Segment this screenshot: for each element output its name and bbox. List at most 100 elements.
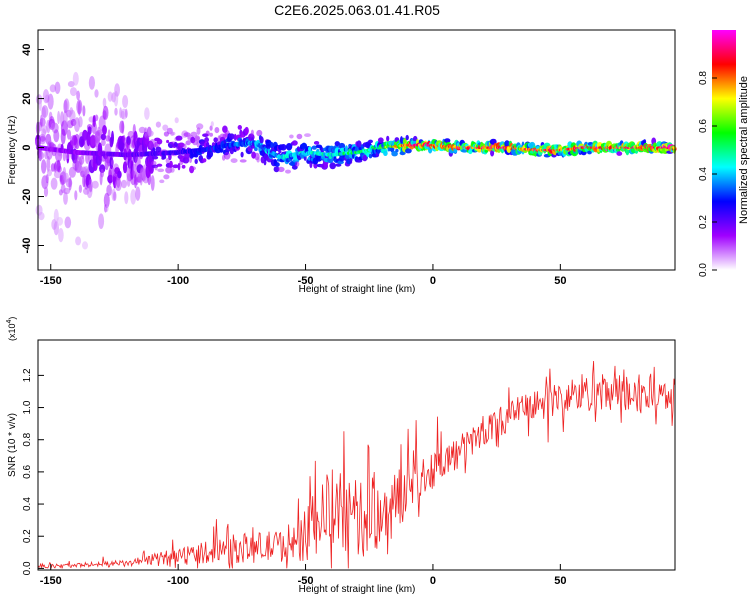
heatmap-cell [304, 133, 311, 138]
heatmap-cell [386, 135, 390, 142]
heatmap-cell [587, 150, 592, 155]
heatmap-cell [151, 155, 159, 160]
heatmap-cell [78, 116, 83, 128]
heatmap-ticks: -150 -100 -50 0 50 -40 -20 0 20 40 [21, 43, 566, 287]
heatmap-cell [102, 105, 109, 120]
heatmap-cell [88, 178, 93, 193]
heatmap-cell [38, 99, 42, 111]
heatmap-y-axis-label: Frequency (Hz) [7, 116, 18, 185]
heatmap-cell [53, 170, 62, 179]
heatmap-cell [254, 147, 258, 152]
heatmap-cell [114, 107, 118, 116]
heatmap-cell [166, 139, 170, 144]
heatmap-cell [41, 105, 49, 118]
heatmap-cell [270, 142, 274, 149]
heatmap-cell [171, 131, 176, 136]
snr-x-tick-label: 0 [430, 575, 436, 587]
heatmap-cell [151, 160, 157, 166]
snr-y-tick-label: 0.4 [22, 497, 33, 511]
heatmap-cell [63, 187, 71, 195]
heatmap-cell [202, 158, 207, 163]
heatmap-cell [205, 130, 210, 136]
heatmap-cell [107, 129, 111, 142]
heatmap-cell [190, 131, 198, 138]
snr-y-axis-label: SNR (10 * v/v) [7, 413, 18, 477]
heatmap-cell [66, 129, 72, 140]
heatmap-cell [73, 133, 81, 150]
heatmap-cell [87, 126, 92, 135]
figure-title: C2E6.2025.063.01.41.R05 [274, 2, 440, 18]
heatmap-cell [237, 125, 242, 130]
heatmap-cell [444, 138, 451, 144]
heatmap-cell [362, 154, 368, 162]
heatmap-cell [233, 133, 237, 141]
heatmap-cell [58, 228, 64, 243]
heatmap-cell [174, 117, 179, 124]
heatmap-cell [70, 87, 77, 97]
heatmap-cell [209, 132, 214, 137]
heatmap-cell [344, 145, 348, 153]
heatmap-cell [275, 162, 280, 167]
colorbar-ticks: 0.0 0.2 0.4 0.6 0.8 [698, 71, 717, 277]
svg-text:(x104): (x104) [6, 317, 17, 341]
heatmap-cell [189, 166, 196, 171]
heatmap-cell [38, 212, 45, 221]
heatmap-cell [101, 138, 106, 147]
heatmap-cell [278, 149, 282, 154]
snr-series-line [37, 360, 676, 569]
heatmap-cell [49, 84, 57, 93]
heatmap-cell [156, 138, 163, 145]
heatmap-cell [94, 114, 99, 122]
heatmap-x-tick-label: -50 [298, 275, 314, 287]
colorbar-tick-label: 0.0 [698, 263, 709, 277]
heatmap-cell [149, 139, 157, 150]
heatmap-cell [90, 134, 96, 147]
heatmap-cell [42, 125, 48, 134]
heatmap-cell [285, 143, 293, 151]
heatmap-x-tick-label: -150 [40, 275, 62, 287]
heatmap-cell [169, 167, 175, 173]
heatmap-cell [280, 144, 287, 151]
heatmap-cell [175, 135, 183, 141]
heatmap-frame [37, 29, 676, 271]
heatmap-cell [113, 191, 117, 201]
heatmap-y-tick-label: 0 [21, 144, 33, 150]
heatmap-cell [155, 121, 161, 128]
heatmap-cell [296, 133, 303, 140]
heatmap-cell [124, 191, 129, 205]
heatmap-cell [78, 184, 82, 193]
snr-line-marks [37, 360, 676, 569]
heatmap-cell [103, 192, 110, 209]
heatmap-cell [616, 151, 623, 156]
heatmap-cell [56, 216, 64, 226]
heatmap-x-axis-label: Height of straight line (km) [299, 284, 416, 295]
heatmap-cell [165, 158, 170, 164]
heatmap-cell [244, 126, 249, 135]
snr-y-tick-label: 0.0 [22, 561, 33, 575]
heatmap-cell [72, 71, 79, 86]
heatmap-cell [121, 120, 125, 134]
heatmap-cell [43, 186, 49, 197]
colorbar [712, 30, 736, 270]
heatmap-cell [39, 135, 46, 142]
heatmap-x-tick-label: 0 [430, 275, 436, 287]
heatmap-cell [383, 150, 388, 156]
heatmap-cell [294, 161, 300, 167]
heatmap-cell [338, 142, 346, 149]
heatmap-cell [156, 163, 163, 167]
colorbar-tick-label: 0.8 [698, 71, 709, 85]
snr-ticks: -150 -100 -50 0 50 0.0 0.2 0.4 0.6 0.8 1.0 1.2 [22, 368, 566, 587]
heatmap-cell [126, 135, 131, 146]
heatmap-cell [214, 127, 220, 134]
heatmap-cell [194, 158, 198, 164]
heatmap-cell [105, 205, 109, 213]
heatmap-cell [147, 130, 154, 137]
colorbar-label: Normalized spectral amplitude [738, 76, 750, 224]
heatmap-cell [100, 169, 105, 178]
heatmap-cell [273, 166, 280, 173]
snr-multiplier-label: (x104) [6, 317, 17, 341]
heatmap-cell [41, 159, 47, 174]
heatmap-cell [177, 162, 181, 171]
heatmap-cell [63, 191, 68, 205]
